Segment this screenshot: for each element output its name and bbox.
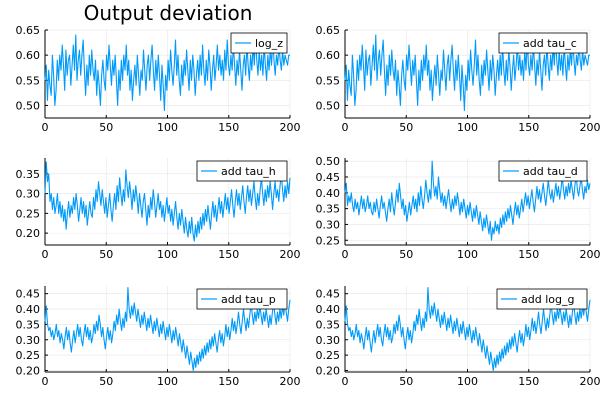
y-tick-label: 0.35: [16, 318, 41, 331]
y-tick-label: 0.50: [316, 155, 341, 168]
x-tick-label: 50: [399, 248, 413, 261]
y-tick-label: 0.60: [316, 49, 341, 62]
x-tick-label: 100: [157, 121, 178, 134]
legend-label: add log_g: [521, 293, 574, 306]
x-tick-label: 0: [42, 375, 49, 388]
subplot-1: 0 50 100 150 200 0.50 0.55 0.60 0.65 log_z: [16, 24, 301, 134]
x-tick-label: 0: [342, 375, 349, 388]
y-tick-label: 0.35: [316, 203, 341, 216]
x-tick-label: 50: [99, 375, 113, 388]
x-tick-label: 150: [518, 248, 539, 261]
x-tick-label: 150: [218, 121, 239, 134]
y-tick-label: 0.40: [16, 303, 41, 316]
x-tick-label: 150: [518, 375, 539, 388]
y-tick-label: 0.30: [16, 334, 41, 347]
y-tick-label: 0.30: [316, 334, 341, 347]
y-tick-label: 0.30: [16, 188, 41, 201]
legend-label: add tau_h: [221, 165, 276, 178]
y-tick-label: 0.35: [316, 318, 341, 331]
y-tick-label: 0.40: [316, 303, 341, 316]
y-tick-label: 0.50: [16, 99, 41, 112]
legend: add tau_c: [498, 32, 588, 54]
x-tick-label: 50: [99, 121, 113, 134]
x-tick-label: 200: [580, 375, 600, 388]
subplot-2: 0 50 100 150 200 0.50 0.55 0.60 0.65 add tau_c: [316, 24, 600, 134]
y-tick-label: 0.60: [16, 49, 41, 62]
x-tick-label: 50: [399, 375, 413, 388]
subplot-6: 0 50 100 150 200 0.20 0.25 0.30 0.35 0.40 0.45 add …: [316, 286, 600, 388]
y-tick-label: 0.50: [316, 99, 341, 112]
y-tick-label: 0.40: [316, 187, 341, 200]
legend: add tau_d: [498, 160, 588, 182]
legend-box: [196, 288, 288, 310]
legend-box: [196, 160, 288, 182]
x-tick-label: 100: [457, 375, 478, 388]
legend-label: add tau_p: [221, 293, 276, 306]
y-tick-label: 0.65: [16, 24, 41, 37]
x-tick-label: 200: [280, 121, 301, 134]
legend-label: log_z: [255, 37, 283, 50]
y-tick-label: 0.55: [16, 74, 41, 87]
x-tick-label: 100: [457, 248, 478, 261]
x-tick-label: 0: [42, 121, 49, 134]
figure-title: Output deviation: [84, 1, 253, 25]
x-tick-label: 150: [218, 248, 239, 261]
series-line-add-tau-h: [44, 161, 291, 242]
x-tick-label: 200: [280, 375, 301, 388]
subplot-4: 0 50 100 150 200 0.25 0.30 0.35 0.40 0.45 0.50 add …: [316, 155, 600, 261]
x-tick-label: 150: [218, 375, 239, 388]
x-tick-label: 0: [42, 248, 49, 261]
y-tick-label: 0.45: [316, 288, 341, 301]
x-tick-label: 100: [457, 121, 478, 134]
series-line-add-log-g: [344, 286, 591, 372]
legend-box: [498, 160, 588, 182]
legend-box: [496, 288, 588, 310]
y-tick-label: 0.35: [16, 168, 41, 181]
series-line-add-tau-p: [44, 286, 291, 372]
legend: add tau_h: [196, 160, 288, 182]
y-tick-label: 0.25: [316, 234, 341, 247]
x-tick-label: 100: [157, 248, 178, 261]
y-tick-label: 0.55: [316, 74, 341, 87]
legend-label: add tau_c: [523, 37, 577, 50]
y-tick-label: 0.25: [316, 349, 341, 362]
legend: add tau_p: [196, 288, 288, 310]
x-tick-label: 200: [580, 121, 600, 134]
y-tick-label: 0.25: [16, 349, 41, 362]
series-line-log-z: [44, 34, 290, 112]
y-tick-label: 0.20: [316, 364, 341, 377]
x-tick-label: 0: [342, 121, 349, 134]
y-tick-label: 0.30: [316, 218, 341, 231]
x-tick-label: 50: [99, 248, 113, 261]
legend: add log_g: [496, 288, 588, 310]
legend: log_z: [230, 32, 288, 54]
x-tick-label: 150: [518, 121, 539, 134]
x-tick-label: 0: [342, 248, 349, 261]
subplot-5: 0 50 100 150 200 0.20 0.25 0.30 0.35 0.40 0.45 add …: [16, 286, 301, 388]
y-tick-label: 0.65: [316, 24, 341, 37]
x-tick-label: 100: [157, 375, 178, 388]
x-tick-label: 200: [580, 248, 600, 261]
y-tick-label: 0.25: [16, 207, 41, 220]
series-line-add-tau-c: [344, 34, 590, 112]
x-tick-label: 200: [280, 248, 301, 261]
x-tick-label: 50: [399, 121, 413, 134]
y-tick-label: 0.45: [16, 288, 41, 301]
series-line-add-tau-d: [344, 160, 591, 241]
y-tick-label: 0.20: [16, 227, 41, 240]
y-tick-label: 0.45: [316, 171, 341, 184]
legend-box: [498, 32, 588, 54]
subplot-3: 0 50 100 150 200 0.20 0.25 0.30 0.35 add tau_h: [16, 158, 301, 261]
y-tick-label: 0.20: [16, 364, 41, 377]
legend-box: [230, 32, 288, 54]
legend-label: add tau_d: [523, 165, 578, 178]
